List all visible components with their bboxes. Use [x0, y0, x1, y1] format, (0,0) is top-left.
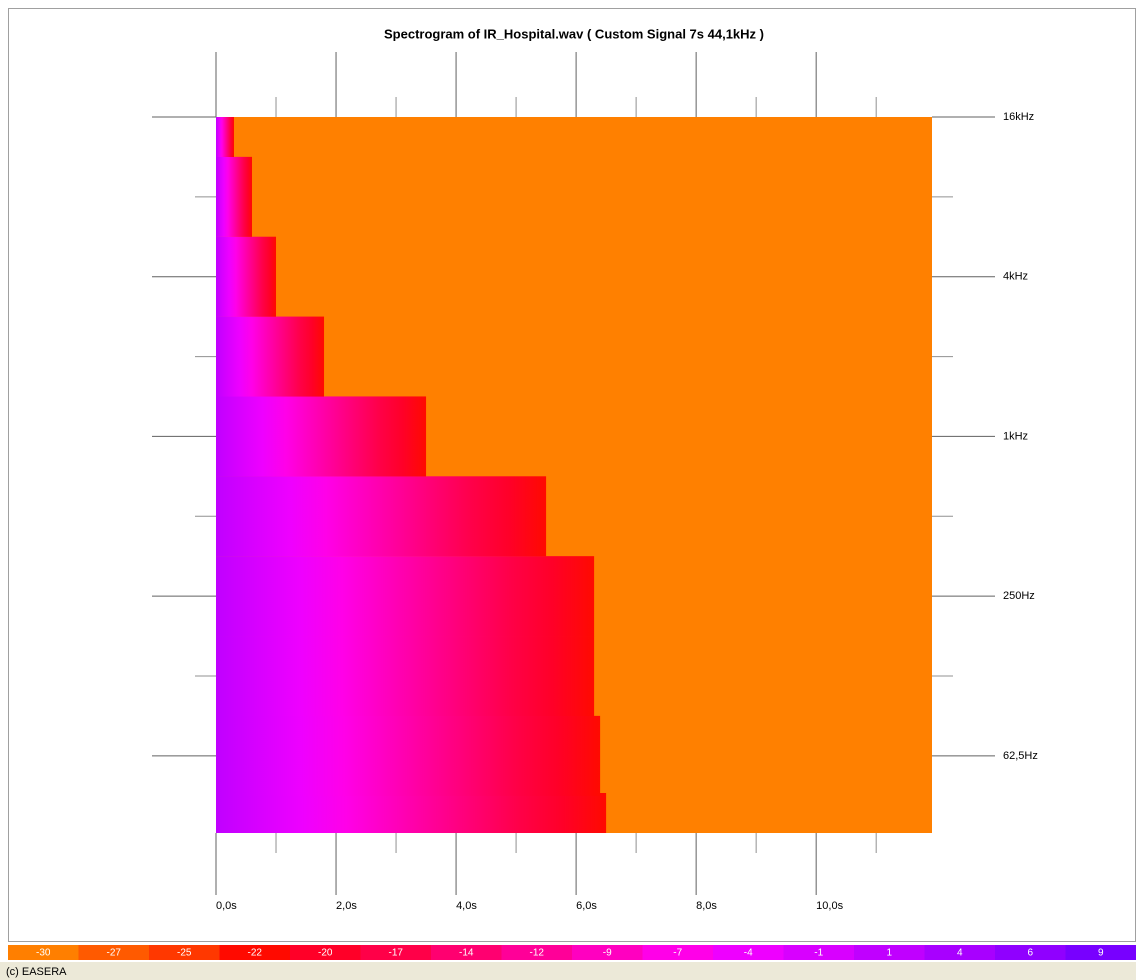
colorbar-label: -17: [389, 948, 404, 959]
colorbar-label: -4: [744, 948, 753, 959]
colorbar-cell: [78, 945, 150, 960]
decay-band: [216, 715, 601, 796]
colorbar-cell: [783, 945, 855, 960]
colorbar-cell: [501, 945, 573, 960]
x-tick-label: 0,0s: [216, 900, 237, 912]
colorbar-label: 1: [886, 948, 892, 959]
colorbar-label: -25: [177, 948, 192, 959]
colorbar-cell: [431, 945, 502, 960]
colorbar-cell: [924, 945, 996, 960]
colorbar-label: 4: [957, 948, 963, 959]
colorbar-label: -20: [318, 948, 333, 959]
colorbar-label: -27: [107, 948, 122, 959]
decay-band: [216, 316, 325, 397]
decay-band: [216, 236, 277, 317]
y-tick-label: 4kHz: [1003, 271, 1028, 283]
colorbar-cell: [995, 945, 1066, 960]
x-tick-label: 8,0s: [696, 900, 717, 912]
status-bar: [0, 962, 1136, 980]
decay-band: [216, 476, 547, 557]
decay-band: [216, 636, 595, 717]
decay-bands: [216, 117, 607, 833]
colorbar-label: -9: [603, 948, 612, 959]
colorbar-cell: [360, 945, 432, 960]
colorbar-cell: [149, 945, 220, 960]
x-tick-label: 6,0s: [576, 900, 597, 912]
chart-title: Spectrogram of IR_Hospital.wav ( Custom …: [384, 26, 764, 41]
y-tick-label: 1kHz: [1003, 430, 1028, 442]
colorbar-label: 6: [1027, 948, 1033, 959]
colorbar-cell: [713, 945, 784, 960]
decay-band: [216, 117, 235, 157]
colorbar-cell: [1065, 945, 1136, 960]
footer: (c) EASERA: [6, 966, 67, 978]
colorbar-label: 9: [1098, 948, 1104, 959]
decay-band: [216, 556, 595, 637]
colorbar-cell: [572, 945, 643, 960]
y-tick-label: 16kHz: [1003, 111, 1034, 123]
colorbar-label: -12: [530, 948, 545, 959]
decay-band: [216, 156, 253, 237]
x-tick-label: 10,0s: [816, 900, 843, 912]
decay-band: [216, 396, 427, 477]
colorbar-cell: [8, 945, 79, 960]
colorbar-cell: [219, 945, 291, 960]
colorbar-cell: [854, 945, 925, 960]
x-tick-label: 2,0s: [336, 900, 357, 912]
colorbar-cell: [642, 945, 714, 960]
colorbar-label: -30: [36, 948, 51, 959]
colorbar-cell: [290, 945, 361, 960]
colorbar-label: -7: [673, 948, 682, 959]
colorbar-label: -14: [459, 948, 474, 959]
y-tick-label: 62,5Hz: [1003, 750, 1038, 762]
x-tick-label: 4,0s: [456, 900, 477, 912]
decay-band: [216, 793, 607, 833]
y-tick-label: 250Hz: [1003, 590, 1035, 602]
colorbar-label: -1: [814, 948, 823, 959]
colorbar-label: -22: [248, 948, 263, 959]
